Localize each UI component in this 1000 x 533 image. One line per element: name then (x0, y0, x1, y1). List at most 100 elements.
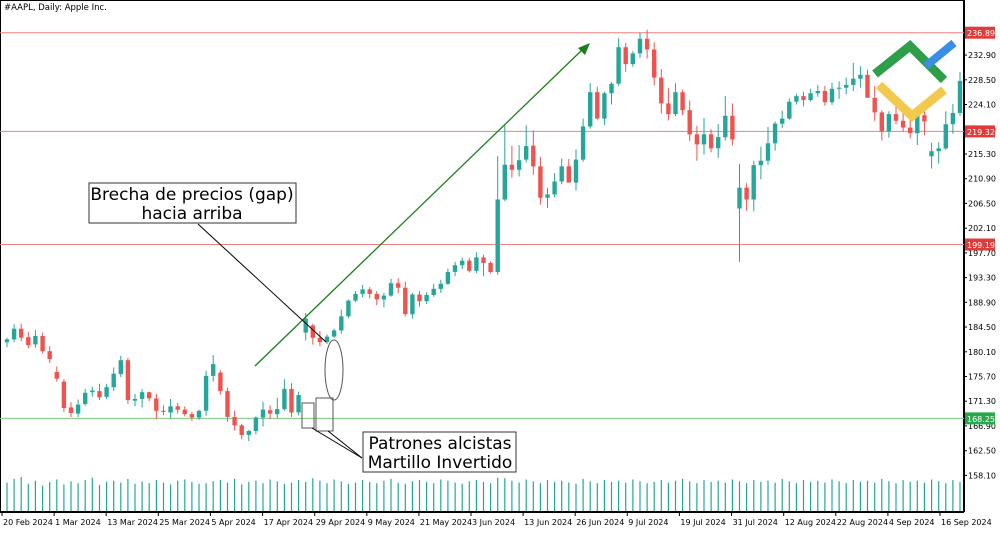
candle-bullish (431, 283, 436, 297)
gap-callout: Brecha de precios (gap) hacia arriba (88, 182, 327, 343)
price-axis: 232.90228.50224.10219.70215.30210.90206.… (964, 51, 996, 480)
candle-bearish (531, 130, 536, 175)
candle-bullish (260, 401, 266, 427)
candle-bullish (808, 88, 813, 102)
candle-body (957, 80, 963, 113)
candle-body (339, 316, 344, 331)
candle-body (346, 300, 351, 317)
volume-bar (625, 482, 627, 511)
candle-body (637, 38, 643, 54)
gap-callout-pointer (197, 223, 327, 343)
candle-body (680, 92, 685, 111)
candle-bearish (659, 69, 664, 114)
volume-bar (312, 478, 314, 511)
candle-body (218, 372, 223, 392)
time-tick-label: 5 Apr 2024 (211, 518, 255, 527)
volume-bar (283, 483, 285, 511)
volume-bar (390, 478, 392, 511)
volume-bar (490, 483, 492, 511)
candle-body (879, 112, 884, 132)
candle-bearish (680, 89, 685, 116)
candle-body (588, 92, 593, 127)
level-label-bg (965, 412, 995, 425)
candle-bullish (331, 328, 337, 338)
candle-body (808, 93, 813, 100)
candle-body (893, 114, 899, 121)
candle-bullish (474, 252, 479, 274)
candle-bullish (381, 292, 387, 308)
volume-bar (326, 483, 328, 511)
pattern-callout-pointer-2 (327, 430, 363, 459)
candle-body (794, 96, 799, 102)
candle-body (83, 392, 88, 404)
candle-body (381, 295, 387, 300)
candle-bullish (630, 51, 635, 67)
candle-bearish (68, 402, 74, 417)
level-label-bg (965, 125, 995, 138)
volume-bar (817, 480, 819, 511)
candle-bullish (851, 63, 856, 91)
candle-bullish (886, 111, 892, 138)
candle-bullish (90, 386, 95, 397)
candle-bearish (310, 323, 315, 345)
candle-body (516, 160, 522, 170)
volume-bar (895, 483, 897, 511)
candle-body (488, 263, 493, 272)
time-tick-label: 25 Mar 2024 (159, 518, 210, 527)
volume-bar (610, 481, 613, 511)
candle-body (744, 187, 749, 200)
volume-bar (276, 481, 278, 511)
volume-bar (468, 481, 470, 511)
candle-bullish (438, 279, 443, 293)
candle-body (26, 337, 31, 346)
volume-bar (411, 481, 413, 511)
candle-bearish (396, 278, 401, 294)
volume-bar (162, 482, 165, 511)
candle-body (772, 123, 778, 144)
volume-bar (931, 479, 933, 511)
candle-body (644, 38, 650, 50)
candle-body (538, 166, 543, 198)
pattern-box-2 (315, 397, 334, 432)
pattern-box-1 (301, 402, 315, 429)
candle-bearish (509, 145, 515, 178)
candle-bullish (829, 82, 835, 106)
candle-body (495, 199, 500, 272)
candle-body (950, 113, 956, 125)
candle-body (623, 47, 628, 65)
volume-bar (589, 481, 591, 511)
volume-bar (98, 485, 101, 511)
candle-bullish (452, 261, 458, 276)
candle-bullish (253, 416, 259, 435)
candle-bearish (623, 42, 628, 72)
volume-bar (938, 481, 940, 511)
candle-bearish (289, 383, 294, 417)
volume-bar (518, 482, 520, 511)
candle-bearish (26, 332, 31, 349)
candle-bullish (858, 66, 863, 88)
candle-body (253, 417, 259, 431)
volume-bar (191, 481, 193, 511)
candle-bearish (744, 183, 749, 211)
candle-body (196, 410, 202, 418)
candle-bullish (33, 329, 38, 348)
price-tick-label: 202.10 (968, 224, 996, 233)
volume-bar (760, 481, 762, 511)
volume-bar (440, 479, 442, 511)
volume-bar (902, 480, 904, 511)
volume-bar (27, 483, 29, 511)
levels-layer (0, 32, 964, 419)
volume-bar (418, 480, 421, 511)
candle-bullish (11, 324, 17, 343)
volume-bar (781, 478, 783, 511)
volume-bar (13, 478, 15, 511)
candle-bullish (950, 104, 956, 134)
candle-body (303, 318, 308, 333)
candle-body (388, 283, 394, 296)
candle-bullish (545, 187, 550, 208)
candle-body (929, 151, 934, 157)
candle-bearish (865, 69, 870, 98)
candle-body (11, 328, 17, 340)
price-tick-label: 184.50 (968, 323, 996, 332)
